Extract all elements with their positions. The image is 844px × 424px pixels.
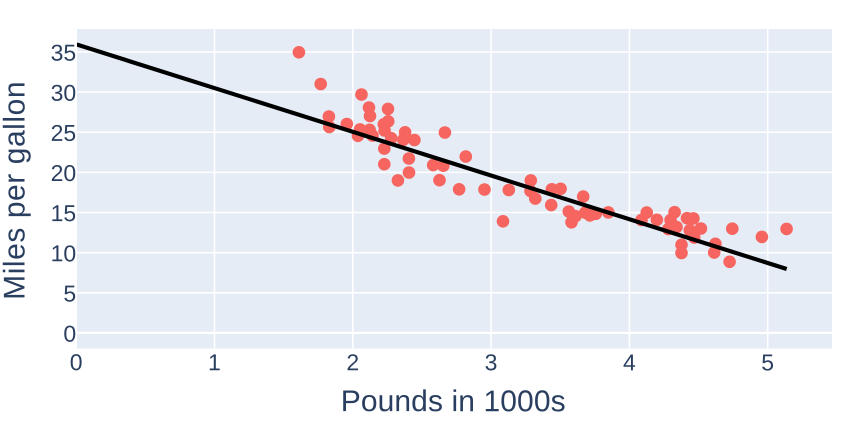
svg-text:3: 3 [485,349,498,375]
svg-text:15: 15 [51,200,77,226]
svg-text:0: 0 [63,321,76,347]
svg-text:Miles per gallon: Miles per gallon [0,81,32,300]
svg-text:0: 0 [70,349,83,375]
svg-text:5: 5 [63,280,76,306]
svg-text:10: 10 [51,240,77,266]
svg-text:2: 2 [346,349,359,375]
svg-text:20: 20 [51,160,77,186]
svg-text:35: 35 [51,40,77,66]
svg-text:5: 5 [761,349,774,375]
svg-text:30: 30 [51,80,77,106]
svg-text:25: 25 [51,120,77,146]
svg-text:Pounds in 1000s: Pounds in 1000s [341,385,566,418]
svg-text:1: 1 [208,349,221,375]
svg-text:4: 4 [623,349,636,375]
